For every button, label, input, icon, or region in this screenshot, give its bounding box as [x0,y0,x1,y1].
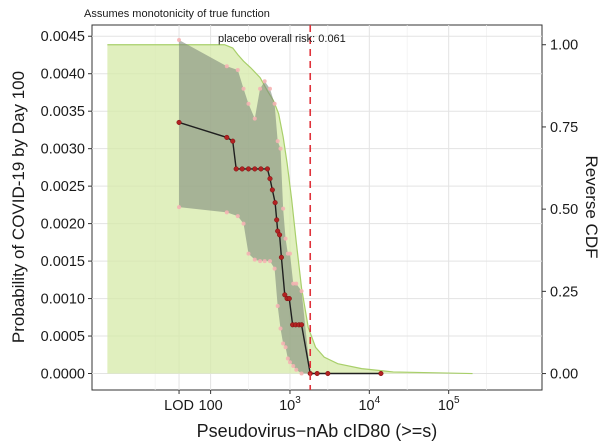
ci-upper-point [267,86,272,91]
ci-lower-point [262,259,267,264]
confidence-band [179,39,311,374]
y-left-tick-label: 0.0010 [41,292,85,308]
ci-lower-point [283,345,288,350]
risk-curve-point [233,166,239,172]
ci-lower-point [224,210,229,215]
risk-curve-point [230,138,236,144]
ci-upper-point [235,67,240,72]
ci-upper-point [283,236,288,241]
risk-curve-point [252,166,258,172]
bottom-axis: LOD 100 103 104 105 [164,390,460,414]
ci-lower-point [287,360,292,365]
risk-curve-point [239,166,245,172]
risk-curve-point [286,296,292,302]
risk-curve-point [378,370,384,377]
ci-lower-point [177,205,182,210]
risk-curve-point [267,176,273,182]
y-left-tick-label: 0.0015 [41,254,85,270]
risk-curve-point [314,370,320,377]
ci-upper-point [241,86,246,91]
ci-lower-point [235,214,240,219]
x-tick-label: 105 [438,395,460,414]
y-axis-label-right: Reverse CDF [582,156,601,259]
risk-curve-point [269,187,275,193]
ci-lower-point [281,341,286,346]
reverse-cdf-line [107,44,473,375]
x-tick-label: LOD [164,398,194,414]
ci-lower-point [275,304,280,309]
x-tick-label: 104 [358,395,380,414]
risk-curve-point [325,370,331,377]
chart-subtitle: Assumes monotonicity of true function [84,8,270,20]
risk-curve-point [278,254,284,260]
ci-lower-point [246,251,251,256]
y-right-tick-label: 0.50 [550,202,578,218]
risk-curve-point [277,232,283,238]
ci-upper-point [272,101,277,106]
risk-curve-point [282,292,288,298]
risk-curve-point [258,166,264,172]
risk-curve-point [264,166,270,172]
y-left-tick-label: 0.0035 [41,104,85,120]
y-axis-label-left: Probability of COVID-19 by Day 100 [9,71,28,343]
ci-upper-point [252,116,257,121]
ci-upper-point [246,101,251,106]
y-left-tick-label: 0.0005 [41,329,85,345]
risk-curve-point [299,322,305,328]
ci-upper-point [299,289,304,294]
ci-lower-point [258,259,263,264]
ci-upper-point [262,79,267,84]
ci-lower-point [278,326,283,331]
ci-upper-point [258,86,263,91]
ci-lower-point [294,367,299,372]
ci-lower-point [285,356,290,361]
x-tick-label: 100 [199,398,223,414]
y-right-tick-label: 0.00 [550,367,578,383]
risk-curve-layer [176,119,384,377]
ci-lower-point [272,266,277,271]
y-left-tick-label: 0.0030 [41,142,85,158]
ci-upper-point [281,206,286,211]
y-left-tick-label: 0.0045 [41,29,85,45]
ci-lower-point [299,371,304,376]
ci-upper-point [177,37,182,42]
risk-curve-point [245,166,252,172]
ci-upper-point [294,281,299,286]
risk-curve-point [274,217,280,223]
ci-upper-point [275,139,280,144]
ci-upper-point [278,146,283,151]
placebo-risk-annotation: placebo overall risk: 0.061 [218,33,346,45]
right-axis: 0.00 0.25 0.50 0.75 1.00 [542,38,578,383]
y-left-tick-label: 0.0020 [41,217,85,233]
ci-upper-point [224,64,229,69]
y-right-tick-label: 0.25 [550,284,578,300]
y-left-tick-label: 0.0000 [41,367,85,383]
y-left-tick-label: 0.0025 [41,179,85,195]
ci-lower-point [252,257,257,262]
x-axis-label: Pseudovirus−nAb cID80 (>=s) [197,421,438,441]
x-tick-label: 103 [279,395,301,414]
risk-curve-point [224,134,230,140]
y-right-tick-label: 0.75 [550,120,578,136]
ci-upper-point [287,251,292,256]
y-right-tick-label: 1.00 [550,38,578,54]
left-axis: 0.0000 0.0005 0.0010 0.0015 0.0020 0.0025 0.00… [41,29,92,383]
risk-curve-point [272,200,278,206]
ci-upper-point [291,281,296,286]
ci-lower-point [267,259,272,264]
risk-curve-point [176,119,182,125]
ci-lower-point [241,221,246,226]
ci-lower-point [291,364,296,369]
y-left-tick-label: 0.0040 [41,67,85,83]
